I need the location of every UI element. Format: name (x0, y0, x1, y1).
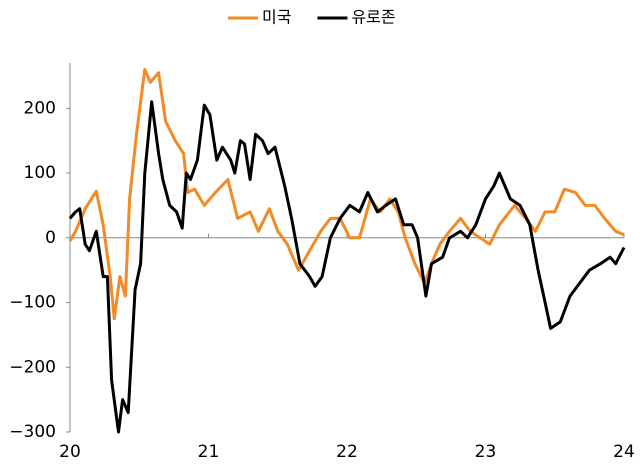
x-tick-label: 23 (475, 442, 497, 462)
x-tick-label: 22 (336, 442, 358, 462)
series-line (68, 100, 626, 434)
y-tick-label: −100 (9, 293, 56, 313)
x-tick-label: 24 (613, 442, 635, 462)
x-tick-label: 20 (59, 442, 81, 462)
y-tick-label: 200 (24, 98, 56, 118)
y-tick-label: 0 (45, 228, 56, 248)
y-tick-label: −200 (9, 357, 56, 377)
legend-label: 유로존 (351, 8, 395, 27)
legend-label: 미국 (262, 8, 291, 27)
y-tick-label: −300 (9, 422, 56, 442)
x-tick-label: 21 (198, 442, 220, 462)
y-tick-label: 100 (24, 163, 56, 183)
